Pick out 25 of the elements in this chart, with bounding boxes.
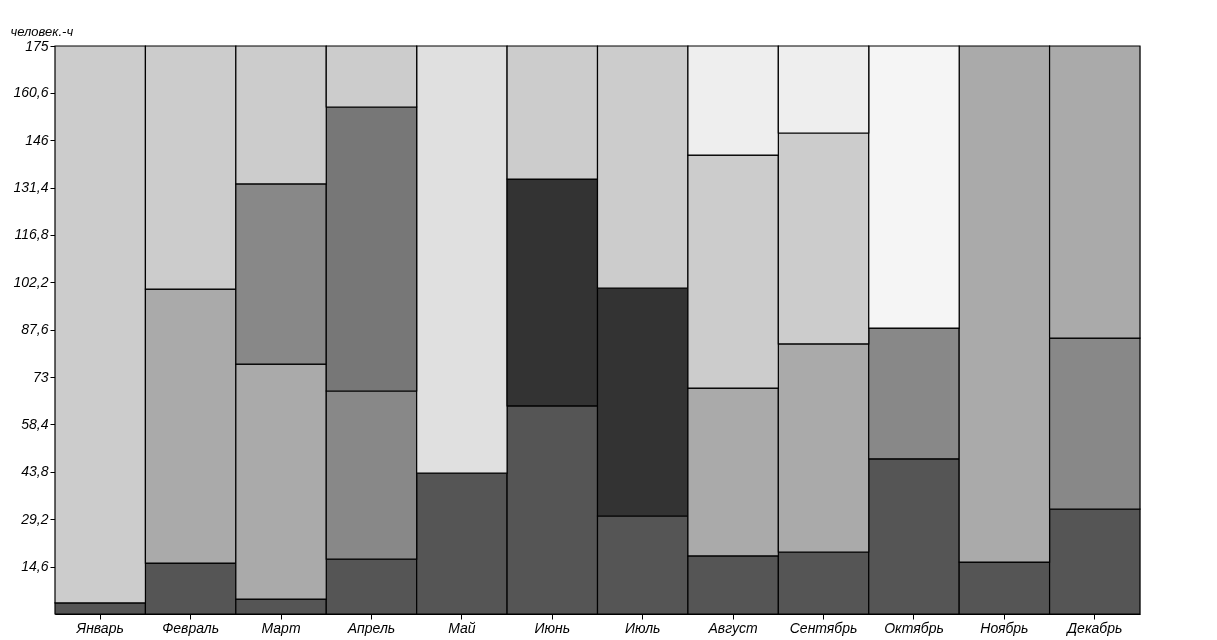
y-tick-label: 73 [32,368,49,385]
y-tick-label: 175 [25,37,49,54]
x-tick-label: Декабрь [1065,619,1123,636]
y-tick-label: 102,2 [13,273,49,290]
y-tick-label: 29,2 [20,510,49,527]
x-tick-label: Январь [75,619,124,636]
y-tick-label: 131,4 [13,179,49,196]
x-tick-label: Ноябрь [980,619,1029,636]
y-tick-label: 116,8 [14,226,49,243]
x-tick-label: Сентябрь [789,619,858,636]
x-tick-label: Апрель [346,619,396,636]
x-tick-label: Февраль [162,619,220,636]
y-tick-label: 58,4 [21,415,49,432]
y-tick-label: 43,8 [21,463,49,480]
x-tick-label: Июнь [534,619,571,636]
x-tick-label: Март [261,619,301,636]
x-tick-label: Октябрь [884,619,944,636]
y-tick-label: 146 [25,131,49,148]
y-tick-label: 14,6 [21,558,49,575]
x-tick-label: Июль [624,619,661,636]
y-tick-label: 87,6 [21,321,49,338]
x-tick-label: Май [448,619,476,636]
y-tick-label: 160,6 [13,84,49,101]
x-tick-label: Август [707,619,759,636]
y-axis-title: человек.-ч [10,23,74,39]
